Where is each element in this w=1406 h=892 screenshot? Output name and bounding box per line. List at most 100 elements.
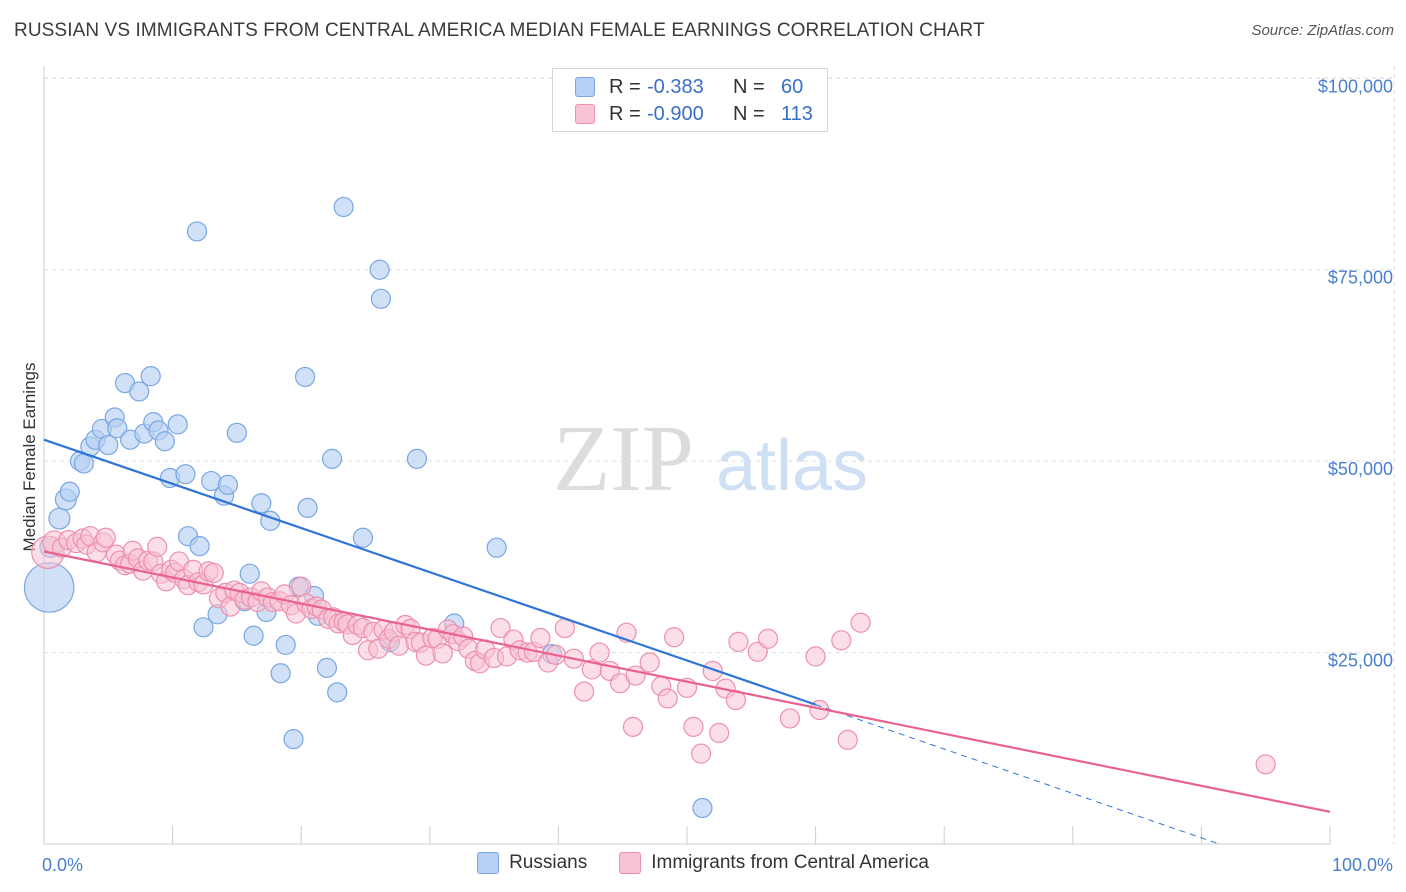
- point-russians: [275, 634, 296, 656]
- series-legend: Russians Immigrants from Central America: [0, 852, 1406, 874]
- x-tick-label: 0.0%: [42, 855, 83, 875]
- point-immigrants: [432, 643, 453, 664]
- legend-r-label: R =: [609, 75, 641, 98]
- point-immigrants: [728, 631, 749, 652]
- point-immigrants: [831, 630, 852, 651]
- point-russians: [226, 422, 247, 443]
- point-russians: [167, 414, 188, 435]
- point-russians: [692, 797, 713, 819]
- point-russians: [193, 617, 214, 638]
- legend-swatch-russians: [477, 852, 500, 874]
- point-immigrants: [95, 527, 116, 548]
- point-immigrants: [837, 729, 858, 750]
- point-immigrants: [388, 635, 410, 656]
- point-immigrants: [574, 681, 595, 702]
- legend-label-immigrants: Immigrants from Central America: [651, 852, 929, 873]
- point-russians: [297, 497, 318, 518]
- point-russians: [140, 366, 161, 387]
- point-russians: [370, 288, 392, 309]
- legend-n-label: N =: [733, 102, 765, 125]
- legend-swatch-immigrants: [619, 852, 642, 874]
- point-immigrants: [589, 642, 610, 663]
- trend-extension-russians: [815, 704, 1220, 845]
- point-russians: [283, 728, 304, 750]
- y-tick-label: $75,000: [1328, 268, 1393, 288]
- legend-n-label: N =: [733, 75, 765, 98]
- point-russians: [321, 448, 343, 469]
- point-russians: [59, 481, 80, 502]
- chart-title: RUSSIAN VS IMMIGRANTS FROM CENTRAL AMERI…: [14, 20, 985, 41]
- point-immigrants: [490, 617, 511, 639]
- legend-row-russians: R = -0.383 N = 60: [575, 74, 803, 100]
- trend-line-immigrants: [43, 550, 1331, 813]
- watermark-atlas: atlas: [716, 426, 868, 506]
- y-tick-label: $25,000: [1328, 651, 1393, 671]
- point-immigrants: [709, 722, 730, 744]
- point-immigrants: [291, 576, 312, 597]
- point-russians: [23, 562, 75, 613]
- legend-item-russians[interactable]: Russians: [477, 852, 587, 874]
- legend-r-value: -0.383: [647, 75, 704, 98]
- y-tick-labels: $25,000 $50,000 $75,000 $100,000: [1318, 76, 1393, 670]
- y-tick-label: $50,000: [1328, 459, 1393, 479]
- point-russians: [406, 448, 428, 469]
- point-immigrants: [415, 645, 437, 666]
- point-russians: [107, 418, 128, 439]
- point-immigrants: [805, 646, 826, 667]
- point-russians: [98, 434, 119, 456]
- point-immigrants: [639, 652, 660, 673]
- point-russians: [270, 663, 291, 684]
- series-immigrants-points: [31, 526, 1276, 775]
- point-russians: [352, 527, 374, 548]
- legend-n-value: 113: [781, 102, 813, 125]
- point-russians: [154, 431, 175, 452]
- point-immigrants: [691, 743, 712, 764]
- legend-swatch-immigrants: [575, 104, 595, 124]
- legend-item-immigrants[interactable]: Immigrants from Central America: [619, 852, 929, 874]
- point-immigrants: [1255, 754, 1276, 775]
- point-russians: [129, 381, 150, 402]
- point-russians: [333, 196, 354, 218]
- point-immigrants: [147, 536, 168, 558]
- legend-row-immigrants: R = -0.900 N = 113: [575, 101, 813, 127]
- point-immigrants: [657, 688, 678, 709]
- point-immigrants: [757, 628, 779, 649]
- point-russians: [48, 507, 71, 530]
- legend-label-russians: Russians: [509, 852, 588, 873]
- legend-r-label: R =: [609, 102, 641, 125]
- point-russians: [243, 625, 264, 646]
- x-tick-label: 100.0%: [1332, 855, 1393, 875]
- legend-n-value: 60: [781, 75, 804, 98]
- point-immigrants: [702, 660, 723, 682]
- point-immigrants: [530, 627, 551, 649]
- y-tick-label: $100,000: [1318, 76, 1393, 96]
- trend-lines: [43, 438, 1331, 845]
- point-russians: [186, 221, 208, 242]
- point-russians: [327, 682, 348, 703]
- point-russians: [369, 259, 390, 280]
- point-immigrants: [622, 716, 644, 737]
- point-immigrants: [683, 716, 704, 737]
- point-russians: [217, 474, 238, 495]
- point-russians: [486, 537, 507, 558]
- watermark: ZIP atlas: [553, 407, 868, 511]
- legend-r-value: -0.900: [647, 102, 704, 125]
- source-credit: Source: ZipAtlas.com: [1251, 22, 1394, 39]
- point-immigrants: [850, 612, 871, 633]
- point-russians: [175, 464, 196, 485]
- axes: [43, 66, 1331, 845]
- correlation-legend: R = -0.383 N = 60 R = -0.900 N = 113: [552, 68, 828, 132]
- point-immigrants: [664, 627, 685, 648]
- point-immigrants: [203, 562, 224, 584]
- x-tick-labels: 0.0% 100.0%: [42, 855, 1393, 875]
- point-russians: [316, 657, 338, 678]
- watermark-zip: ZIP: [553, 407, 694, 511]
- point-russians: [239, 563, 260, 584]
- point-russians: [189, 536, 210, 557]
- point-russians: [294, 366, 316, 388]
- legend-swatch-russians: [575, 77, 595, 97]
- trend-line-russians: [43, 438, 816, 706]
- point-russians: [251, 493, 272, 514]
- point-immigrants: [779, 708, 800, 729]
